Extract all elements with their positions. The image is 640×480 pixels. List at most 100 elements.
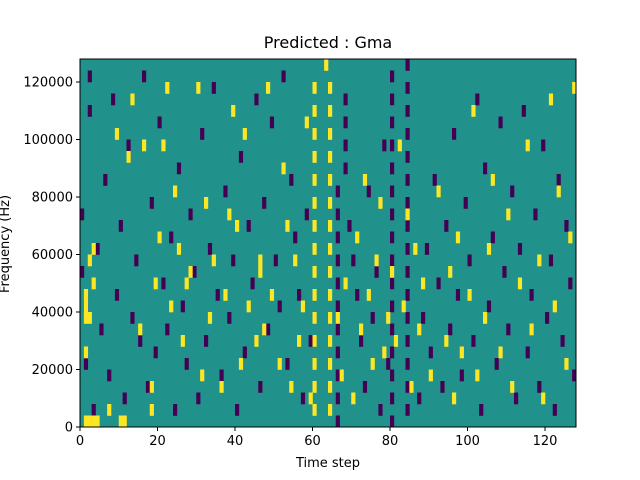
heatmap-cell-high (300, 300, 306, 313)
heatmap-cell-low (405, 358, 410, 370)
heatmap-cell-low (517, 243, 523, 255)
heatmap-cell-low (269, 116, 275, 129)
heatmap-cell-low (432, 174, 437, 186)
heatmap-cell-low (231, 254, 236, 267)
heatmap-cell-high (467, 289, 472, 301)
heatmap-cell-high (161, 139, 166, 152)
heatmap-cell-high (455, 231, 461, 244)
heatmap-cell-low (258, 381, 263, 393)
heatmap-cell-high (378, 197, 383, 209)
heatmap-cell-high (312, 266, 317, 278)
y-tick-label: 40000 (32, 306, 73, 321)
heatmap-cell-low (378, 404, 383, 416)
chart-title: Predicted : Gma (264, 33, 392, 52)
heatmap-cell-low (118, 220, 123, 232)
heatmap-cell-high (223, 289, 228, 301)
heatmap-cell-high (564, 358, 569, 370)
heatmap-cell-low (463, 197, 468, 209)
heatmap-cell-high (107, 404, 112, 416)
heatmap-cell-high (556, 185, 561, 198)
x-tick-label: 40 (227, 434, 244, 449)
heatmap-cell-low (374, 266, 379, 278)
heatmap-cell-low (405, 105, 410, 117)
heatmap-cell-high (262, 323, 267, 336)
x-tick-label: 120 (533, 434, 558, 449)
y-tick-label: 0 (65, 421, 73, 436)
heatmap-cell-low (173, 404, 178, 416)
heatmap-cell-high (285, 220, 290, 232)
heatmap-cell-high (126, 151, 131, 163)
heatmap-cell-low (436, 277, 441, 290)
heatmap-cell-low (184, 358, 189, 370)
heatmap-cell-low (405, 59, 410, 71)
heatmap-cell-low (153, 346, 158, 359)
heatmap-cell-low (405, 128, 410, 140)
heatmap-cell-high (312, 312, 317, 324)
heatmap-cell-low (560, 335, 565, 347)
heatmap-cell-high (517, 277, 523, 290)
heatmap-cell-low (444, 220, 449, 232)
heatmap-cell-high (308, 392, 313, 405)
heatmap-cell-high (91, 243, 96, 255)
heatmap-cell-high (529, 323, 534, 336)
heatmap-cell-low (223, 185, 228, 198)
heatmap-cell-low (351, 254, 356, 267)
heatmap-cell-low (304, 208, 309, 221)
heatmap-cell-high (235, 220, 240, 232)
heatmap-cell-low (300, 392, 306, 405)
heatmap-cell-high (269, 289, 275, 301)
heatmap-cell-low (498, 116, 503, 129)
heatmap-cell-high (266, 82, 271, 94)
heatmap-cell-low (475, 93, 480, 106)
y-tick-label: 60000 (32, 248, 73, 263)
heatmap-cell-high (328, 404, 333, 416)
heatmap-cell-high (448, 266, 453, 278)
heatmap-cell-high (397, 139, 402, 152)
heatmap-cell-low (405, 289, 410, 301)
heatmap-cell-low (227, 312, 232, 324)
heatmap-cell-high (289, 381, 294, 393)
heatmap-cell-high (122, 415, 127, 428)
heatmap-cell-low (122, 392, 127, 405)
heatmap-cell-high (428, 369, 433, 382)
heatmap-cell-high (297, 335, 302, 347)
heatmap-cell-low (537, 381, 542, 393)
heatmap-cell-low (273, 254, 278, 267)
heatmap-cell-high (207, 312, 213, 324)
heatmap-cell-low (289, 174, 294, 186)
heatmap-cell-low (382, 139, 387, 152)
heatmap-cell-high (312, 82, 317, 94)
heatmap-cell-low (335, 369, 340, 382)
heatmap-cell-high (87, 312, 92, 324)
heatmap-cell-high (324, 59, 329, 71)
heatmap-cell-low (390, 300, 395, 313)
heatmap-cell-low (568, 277, 573, 290)
heatmap-cell-low (335, 346, 340, 359)
heatmap-cell-high (149, 404, 154, 416)
heatmap-cell-low (80, 208, 85, 221)
heatmap-cell-high (374, 254, 379, 267)
heatmap-cell-high (417, 323, 422, 336)
heatmap-cell-low (277, 300, 282, 313)
heatmap-cell-high (486, 243, 492, 255)
heatmap-cell-high (506, 208, 511, 221)
heatmap-cell-high (405, 208, 410, 221)
heatmap-cell-high (196, 82, 201, 94)
heatmap-cell-low (417, 392, 422, 405)
heatmap-cell-low (390, 162, 395, 175)
heatmap-cell-low (556, 174, 561, 186)
heatmap-cell-high (382, 346, 387, 359)
heatmap-cell-high (351, 392, 356, 405)
heatmap-cell-low (204, 335, 209, 347)
heatmap-cell-low (254, 93, 259, 106)
heatmap-cell-low (297, 289, 302, 301)
heatmap-cell-low (506, 323, 511, 336)
heatmap-cell-low (130, 312, 135, 324)
heatmap-cell-high (552, 300, 557, 313)
heatmap-cell-low (390, 323, 395, 336)
heatmap-cell-low (176, 162, 182, 175)
heatmap-cell-low (490, 231, 495, 244)
heatmap-cell-low (285, 358, 290, 370)
heatmap-cell-high (328, 358, 333, 370)
heatmap-cell-high (114, 128, 120, 140)
